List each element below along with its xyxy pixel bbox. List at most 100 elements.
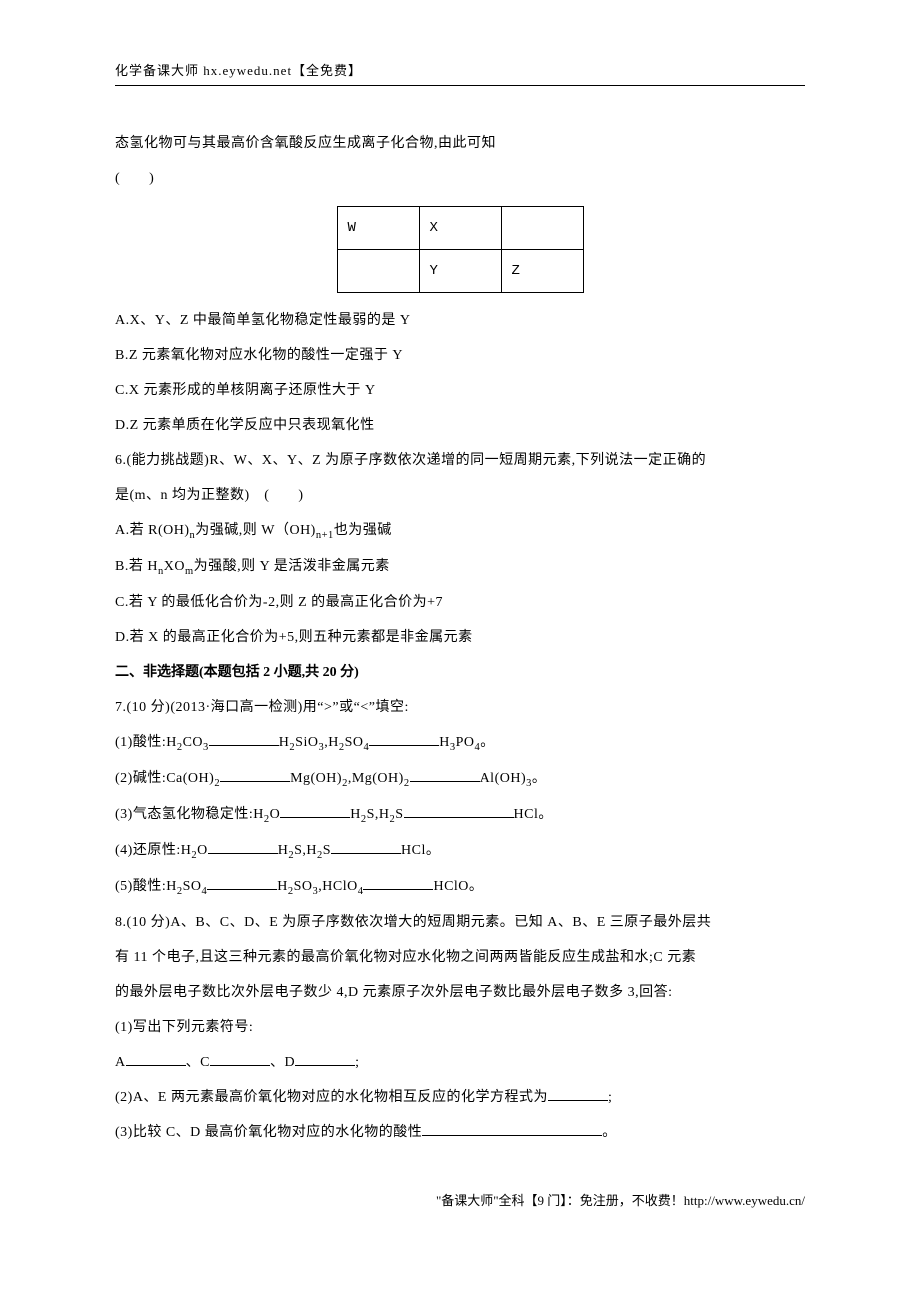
text: S,H xyxy=(367,807,390,822)
blank[interactable] xyxy=(209,731,279,746)
blank[interactable] xyxy=(210,1051,270,1066)
text: Al(OH) xyxy=(480,771,527,786)
blank[interactable] xyxy=(548,1086,608,1101)
blank[interactable] xyxy=(295,1051,355,1066)
text: B.若 H xyxy=(115,559,158,574)
text: HCl。 xyxy=(401,843,440,858)
text: 。 xyxy=(532,771,547,786)
table-cell: Y xyxy=(419,250,501,293)
subscript: m xyxy=(185,566,194,577)
blank[interactable] xyxy=(410,767,480,782)
q8-line3: 的最外层电子数比次外层电子数少 4,D 元素原子次外层电子数比最外层电子数多 3… xyxy=(115,975,805,1010)
text: SO xyxy=(294,879,313,894)
q6-option-b: B.若 HnXOm为强酸,则 Y 是活泼非金属元素 xyxy=(115,549,805,585)
q7-1: (1)酸性:H2CO3H2SiO3,H2SO4H3PO4。 xyxy=(115,725,805,761)
text: O xyxy=(270,807,281,822)
blank[interactable] xyxy=(422,1121,602,1136)
q5-option-d: D.Z 元素单质在化学反应中只表现氧化性 xyxy=(115,408,805,443)
text: ,Mg(OH) xyxy=(348,771,404,786)
text: 为强酸,则 Y 是活泼非金属元素 xyxy=(194,559,390,574)
text: HCl。 xyxy=(514,807,553,822)
text: S xyxy=(395,807,403,822)
text: SO xyxy=(183,879,202,894)
text: S xyxy=(323,843,331,858)
blank[interactable] xyxy=(208,839,278,854)
q8-1-blanks: A 、C 、D; xyxy=(115,1045,805,1080)
text: ; xyxy=(608,1090,612,1105)
text: H xyxy=(439,735,450,750)
blank[interactable] xyxy=(363,875,433,890)
text: 也为强碱 xyxy=(334,523,392,538)
table-cell xyxy=(337,250,419,293)
text: H xyxy=(279,735,290,750)
q8-1-label: (1)写出下列元素符号: xyxy=(115,1010,805,1045)
blank[interactable] xyxy=(404,803,514,818)
text: 、C xyxy=(186,1055,210,1070)
table-cell: Z xyxy=(501,250,583,293)
q6-stem1: 6.(能力挑战题)R、W、X、Y、Z 为原子序数依次递增的同一短周期元素,下列说… xyxy=(115,443,805,478)
text: 为强碱,则 W（OH) xyxy=(195,523,316,538)
text: XO xyxy=(164,559,185,574)
q6-option-d: D.若 X 的最高正化合价为+5,则五种元素都是非金属元素 xyxy=(115,620,805,655)
q7-stem: 7.(10 分)(2013·海口高一检测)用“>”或“<”填空: xyxy=(115,690,805,725)
text: (2)A、E 两元素最高价氧化物对应的水化物相互反应的化学方程式为 xyxy=(115,1090,548,1105)
text: O xyxy=(197,843,208,858)
page-footer: "备课大师"全科【9 门】：免注册，不收费！http://www.eywedu.… xyxy=(115,1190,805,1209)
q8-line2: 有 11 个电子,且这三种元素的最高价氧化物对应水化物之间两两皆能反应生成盐和水… xyxy=(115,940,805,975)
text: (3)比较 C、D 最高价氧化物对应的水化物的酸性 xyxy=(115,1125,422,1140)
q7-3: (3)气态氢化物稳定性:H2OH2S,H2SHCl。 xyxy=(115,797,805,833)
text: S,H xyxy=(294,843,317,858)
q8-3: (3)比较 C、D 最高价氧化物对应的水化物的酸性 。 xyxy=(115,1115,805,1150)
text: A xyxy=(115,1055,126,1070)
text: PO xyxy=(456,735,475,750)
element-table: W X Y Z xyxy=(337,206,584,293)
q7-4: (4)还原性:H2OH2S,H2SHCl。 xyxy=(115,833,805,869)
text: H xyxy=(278,843,289,858)
section-2-title: 二、非选择题(本题包括 2 小题,共 20 分) xyxy=(115,655,805,690)
text: (1)酸性:H xyxy=(115,735,177,750)
text: (3)气态氢化物稳定性:H xyxy=(115,807,264,822)
text: ; xyxy=(355,1055,359,1070)
blank[interactable] xyxy=(369,731,439,746)
table-row: Y Z xyxy=(337,250,583,293)
q7-2: (2)碱性:Ca(OH)2Mg(OH)2,Mg(OH)2Al(OH)3。 xyxy=(115,761,805,797)
table-row: W X xyxy=(337,207,583,250)
blank[interactable] xyxy=(280,803,350,818)
intro-paren: ( ) xyxy=(115,161,805,196)
text: 。 xyxy=(480,735,495,750)
table-cell xyxy=(501,207,583,250)
q5-option-b: B.Z 元素氧化物对应水化物的酸性一定强于 Y xyxy=(115,338,805,373)
text: A.若 R(OH) xyxy=(115,523,190,538)
text: H xyxy=(277,879,288,894)
text: H xyxy=(350,807,361,822)
text: Mg(OH) xyxy=(290,771,342,786)
subscript: n+1 xyxy=(316,530,334,541)
q6-stem2: 是(m、n 均为正整数) ( ) xyxy=(115,478,805,513)
text: 、D xyxy=(270,1055,295,1070)
text: (2)碱性:Ca(OH) xyxy=(115,771,214,786)
text: (5)酸性:H xyxy=(115,879,177,894)
q7-5: (5)酸性:H2SO4H2SO3,HClO4HClO。 xyxy=(115,869,805,905)
page-header: 化学备课大师 hx.eywedu.net【全免费】 xyxy=(115,60,805,86)
q8-2: (2)A、E 两元素最高价氧化物对应的水化物相互反应的化学方程式为; xyxy=(115,1080,805,1115)
text: HClO。 xyxy=(433,879,483,894)
q5-option-a: A.X、Y、Z 中最简单氢化物稳定性最弱的是 Y xyxy=(115,303,805,338)
intro-line: 态氢化物可与其最高价含氧酸反应生成离子化合物,由此可知 xyxy=(115,126,805,161)
table-cell: X xyxy=(419,207,501,250)
blank[interactable] xyxy=(331,839,401,854)
q6-option-a: A.若 R(OH)n为强碱,则 W（OH)n+1也为强碱 xyxy=(115,513,805,549)
q5-option-c: C.X 元素形成的单核阴离子还原性大于 Y xyxy=(115,373,805,408)
q8-line1: 8.(10 分)A、B、C、D、E 为原子序数依次增大的短周期元素。已知 A、B… xyxy=(115,905,805,940)
blank[interactable] xyxy=(207,875,277,890)
text: 。 xyxy=(602,1125,617,1140)
text: CO xyxy=(183,735,203,750)
q6-option-c: C.若 Y 的最低化合价为-2,则 Z 的最高正化合价为+7 xyxy=(115,585,805,620)
table-cell: W xyxy=(337,207,419,250)
blank[interactable] xyxy=(220,767,290,782)
text: ,HClO xyxy=(318,879,357,894)
text: SO xyxy=(345,735,364,750)
blank[interactable] xyxy=(126,1051,186,1066)
text: (4)还原性:H xyxy=(115,843,191,858)
text: ,H xyxy=(324,735,339,750)
text: SiO xyxy=(295,735,318,750)
